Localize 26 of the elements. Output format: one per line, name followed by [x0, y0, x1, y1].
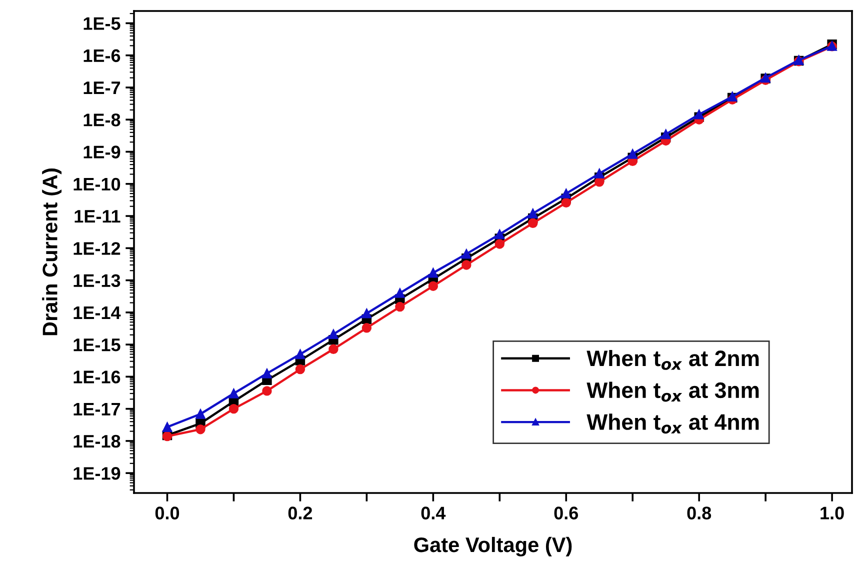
legend-label: When t$_{ox}$ at 3nm [586, 382, 759, 402]
y-tick-label: 1E-17 [74, 402, 120, 416]
x-tick-label: 0.4 [421, 506, 446, 520]
x-tick-label: 0.0 [155, 506, 180, 520]
x-tick-label: 0.2 [288, 506, 312, 520]
legend-label: When t$_{ox}$ at 2nm [586, 350, 759, 370]
x-axis-title: Gate Voltage (V) [414, 536, 572, 556]
y-tick-label: 1E-7 [84, 82, 120, 94]
y-axis-title: Drain Current (A) [42, 168, 62, 336]
x-tick-label: 0.8 [687, 506, 712, 520]
legend-label: When t$_{ox}$ at 4nm [586, 414, 759, 434]
y-tick-label: 1E-8 [84, 114, 120, 126]
y-tick-label: 1E-10 [74, 178, 120, 191]
y-tick-label: 1E-18 [74, 434, 120, 448]
y-tick-label: 1E-9 [84, 146, 120, 158]
y-tick-label: 1E-16 [74, 370, 120, 384]
x-tick-label: 1.0 [820, 506, 844, 520]
y-tick-label: 1E-19 [74, 467, 120, 480]
x-tick-label: 0.6 [554, 506, 578, 520]
y-tick-label: 1E-11 [74, 210, 120, 223]
y-tick-label: 1E-15 [74, 338, 120, 352]
y-tick-label: 1E-14 [74, 306, 121, 319]
y-tick-label: 1E-13 [74, 274, 120, 288]
y-tick-label: 1E-6 [84, 49, 120, 62]
y-tick-label: 1E-12 [74, 242, 120, 255]
y-tick-label: 1E-5 [84, 17, 120, 30]
